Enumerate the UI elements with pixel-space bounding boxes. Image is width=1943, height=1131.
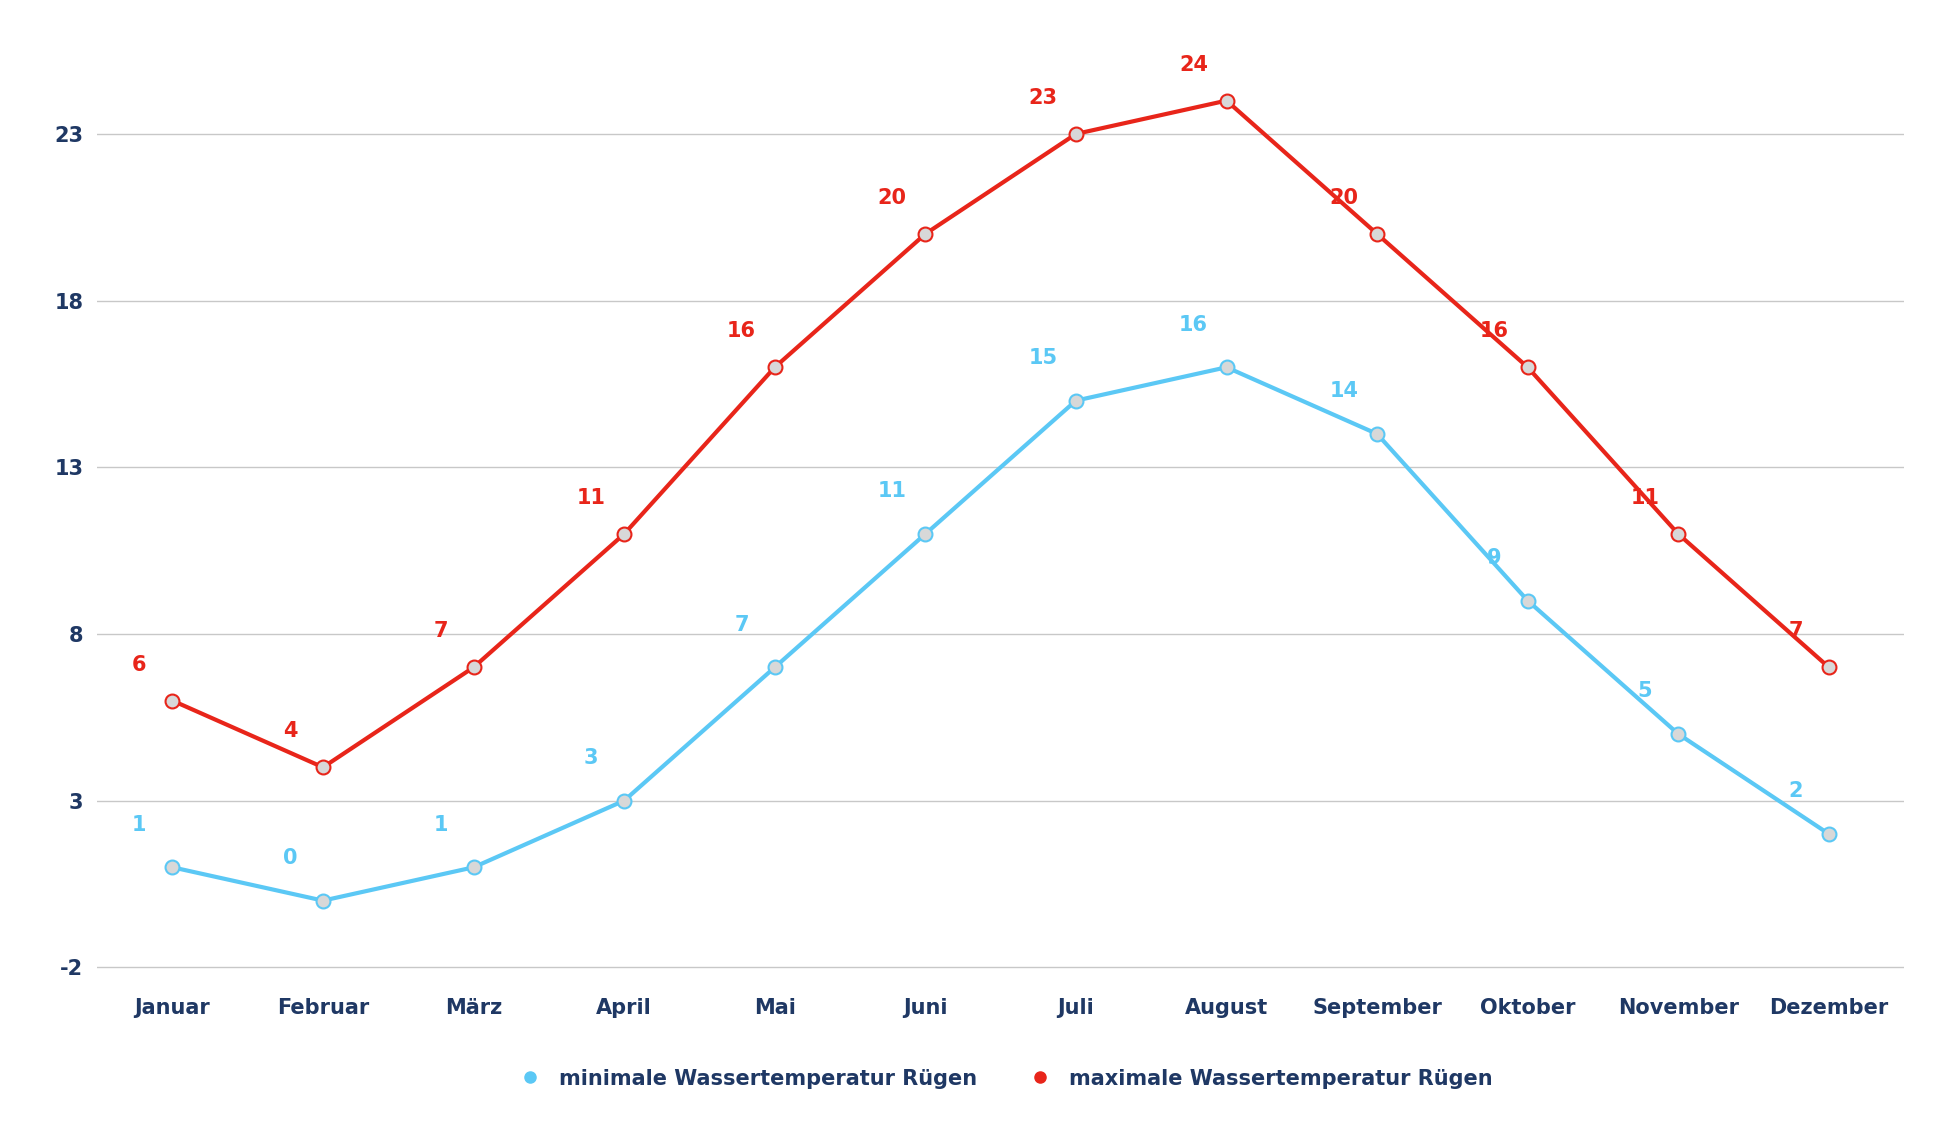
maximale Wassertemperatur Rügen [1516,361,1539,374]
maximale Wassertemperatur Rügen [1817,661,1840,674]
maximale Wassertemperatur Rügen [1214,94,1238,107]
Text: 7: 7 [433,621,447,641]
Text: 7: 7 [734,614,748,634]
Text: 24: 24 [1179,54,1209,75]
minimale Wassertemperatur Rügen [311,893,334,907]
minimale Wassertemperatur Rügen [764,661,787,674]
minimale Wassertemperatur Rügen [913,527,937,541]
minimale Wassertemperatur Rügen [612,794,635,808]
Text: 2: 2 [1788,782,1803,801]
Text: 1: 1 [132,814,146,835]
Text: 5: 5 [1638,681,1652,701]
minimale Wassertemperatur Rügen [1065,394,1088,407]
Text: 4: 4 [282,722,297,741]
Text: 0: 0 [282,848,297,867]
Legend: minimale Wassertemperatur Rügen, maximale Wassertemperatur Rügen: minimale Wassertemperatur Rügen, maximal… [501,1061,1500,1097]
maximale Wassertemperatur Rügen [161,693,185,707]
Text: 23: 23 [1028,88,1057,107]
maximale Wassertemperatur Rügen [612,527,635,541]
Text: 16: 16 [1481,321,1510,342]
Text: 1: 1 [433,814,447,835]
Line: maximale Wassertemperatur Rügen: maximale Wassertemperatur Rügen [165,94,1836,775]
Text: 11: 11 [577,487,606,508]
Line: minimale Wassertemperatur Rügen: minimale Wassertemperatur Rügen [165,361,1836,907]
maximale Wassertemperatur Rügen [1366,227,1389,241]
maximale Wassertemperatur Rügen [462,661,486,674]
Text: 9: 9 [1486,547,1502,568]
minimale Wassertemperatur Rügen [161,861,185,874]
Text: 11: 11 [878,482,907,501]
minimale Wassertemperatur Rügen [1817,827,1840,840]
minimale Wassertemperatur Rügen [462,861,486,874]
maximale Wassertemperatur Rügen [1065,127,1088,140]
maximale Wassertemperatur Rügen [1667,527,1690,541]
Text: 16: 16 [1179,314,1209,335]
Text: 3: 3 [583,748,598,768]
Text: 6: 6 [132,655,146,674]
maximale Wassertemperatur Rügen [311,760,334,774]
minimale Wassertemperatur Rügen [1366,428,1389,441]
Text: 20: 20 [1329,188,1358,208]
Text: 15: 15 [1028,348,1057,368]
Text: 16: 16 [727,321,756,342]
Text: 20: 20 [878,188,907,208]
Text: 7: 7 [1788,621,1803,641]
maximale Wassertemperatur Rügen [913,227,937,241]
Text: 14: 14 [1329,381,1358,402]
minimale Wassertemperatur Rügen [1516,594,1539,607]
minimale Wassertemperatur Rügen [1667,727,1690,741]
minimale Wassertemperatur Rügen [1214,361,1238,374]
Text: 11: 11 [1630,487,1659,508]
maximale Wassertemperatur Rügen [764,361,787,374]
